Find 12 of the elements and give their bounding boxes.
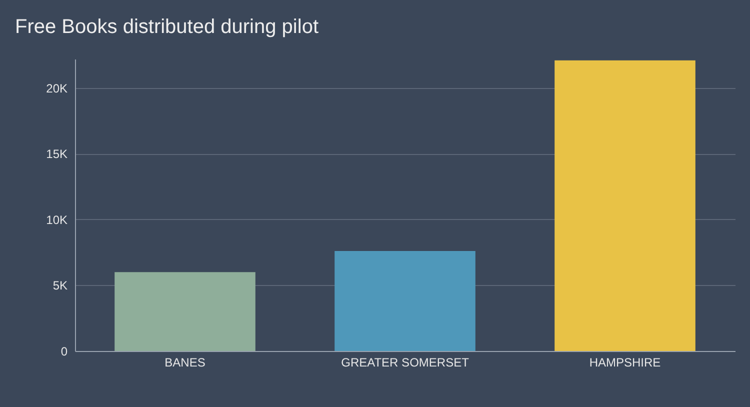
bar	[114, 272, 256, 351]
bar	[334, 251, 476, 351]
y-tick-label: 15K	[46, 147, 68, 162]
x-tick-label: HAMPSHIRE	[589, 356, 661, 370]
y-tick-label: 10K	[46, 212, 68, 227]
y-tick-label: 5K	[52, 278, 68, 293]
chart-title: Free Books distributed during pilot	[15, 16, 319, 38]
x-tick-label: BANES	[164, 356, 206, 370]
x-tick-label: GREATER SOMERSET	[341, 356, 470, 370]
y-tick-label: 20K	[46, 81, 68, 96]
y-tick-label: 0	[60, 344, 68, 358]
bar	[554, 60, 696, 351]
